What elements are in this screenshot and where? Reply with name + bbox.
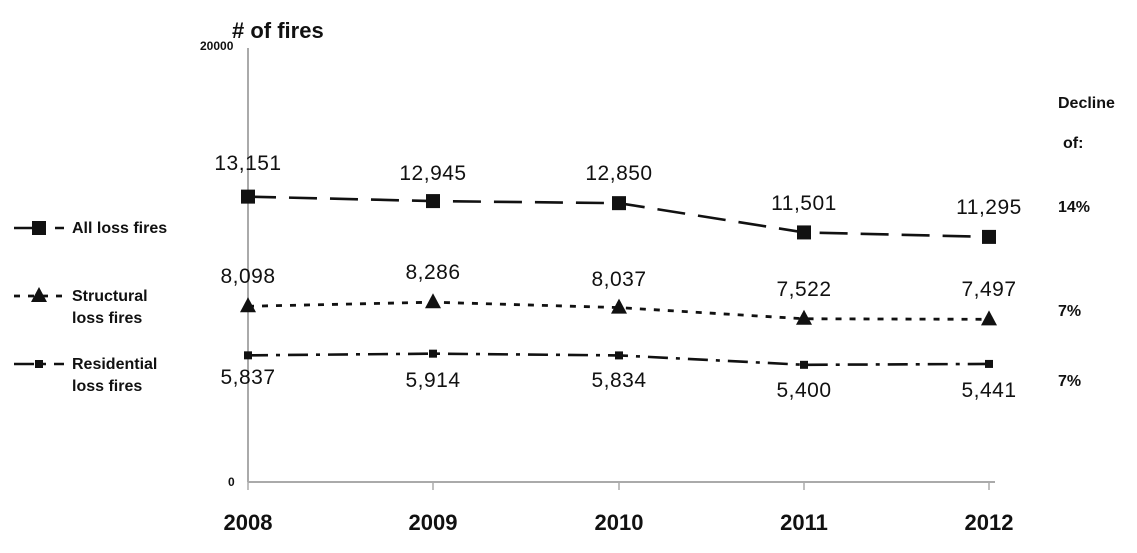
decline-column: Decline of: 14% 7% 7% (1058, 95, 1115, 390)
decline-value: 7% (1058, 303, 1081, 320)
data-label: 11,295 (956, 196, 1022, 219)
series-point-triangle-marker (796, 309, 812, 325)
series-point-small-square-marker (429, 349, 437, 358)
series-point-triangle-marker (31, 287, 47, 302)
data-label: 13,151 (214, 152, 281, 175)
series-point-triangle-marker (240, 297, 256, 313)
data-label: 8,286 (405, 261, 460, 284)
decline-header-line2: of: (1063, 135, 1083, 152)
x-tick-label: 2012 (965, 510, 1014, 535)
legend-label: All loss fires (72, 220, 167, 237)
series-point-square-marker (797, 225, 811, 240)
y-axis-min-label: 0 (228, 475, 235, 489)
legend-label: loss fires (72, 310, 142, 327)
series-point-square-marker (982, 229, 996, 244)
series-point-square-marker (241, 189, 255, 204)
legend: All loss fires Structural loss fires Reside… (14, 220, 167, 395)
series-point-triangle-marker (425, 293, 441, 309)
series-layer (240, 189, 997, 369)
series-point-square-marker (32, 221, 46, 235)
data-label: 12,850 (585, 162, 652, 185)
data-labels-layer: 13,151 12,945 12,850 11,501 11,295 8,098 8,286… (214, 152, 1021, 402)
x-tick-label: 2009 (409, 510, 458, 535)
series-point-small-square-marker (244, 351, 252, 360)
data-label: 5,441 (961, 379, 1016, 402)
series-point-triangle-marker (611, 298, 627, 314)
series-line-1 (247, 300, 990, 321)
data-label: 5,400 (776, 379, 831, 402)
data-label: 8,098 (220, 265, 275, 288)
decline-header-line1: Decline (1058, 95, 1115, 112)
series-point-small-square-marker (985, 359, 993, 368)
data-label: 5,914 (405, 369, 460, 392)
legend-label: Residential (72, 356, 157, 373)
x-tick-label: 2008 (224, 510, 273, 535)
decline-value: 7% (1058, 373, 1081, 390)
series-point-triangle-marker (981, 310, 997, 326)
data-label: 12,945 (399, 162, 466, 185)
legend-label: Structural (72, 288, 148, 305)
data-label: 7,522 (776, 278, 831, 301)
y-axis-title: # of fires (232, 18, 324, 43)
data-label: 7,497 (961, 278, 1016, 301)
series-point-square-marker (612, 196, 626, 211)
data-label: 11,501 (771, 192, 837, 215)
series-point-small-square-marker (615, 351, 623, 360)
series-point-small-square-marker (35, 360, 43, 368)
decline-value: 14% (1058, 199, 1090, 216)
axes: # of fires 20000 0 (200, 18, 995, 490)
x-tick-label: 2011 (780, 510, 828, 535)
legend-label: loss fires (72, 378, 142, 395)
y-axis-max-label: 20000 (200, 39, 234, 53)
x-tick-label: 2010 (595, 510, 644, 535)
series-point-small-square-marker (800, 360, 808, 369)
x-tick-labels: 2008 2009 2010 2011 2012 (224, 510, 1014, 535)
data-label: 5,837 (220, 366, 275, 389)
series-point-square-marker (426, 194, 440, 209)
data-label: 5,834 (591, 369, 646, 392)
data-label: 8,037 (591, 268, 646, 291)
